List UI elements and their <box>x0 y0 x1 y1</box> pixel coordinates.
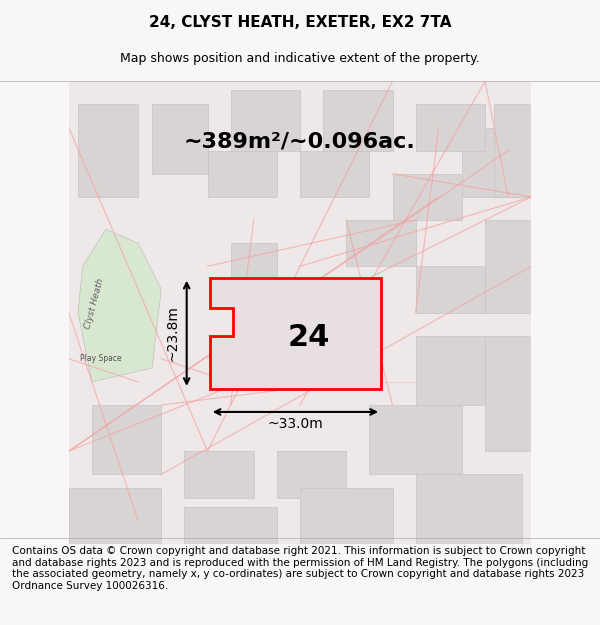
Polygon shape <box>78 229 161 382</box>
Polygon shape <box>416 266 485 312</box>
Polygon shape <box>370 405 462 474</box>
Polygon shape <box>230 243 277 289</box>
Polygon shape <box>184 451 254 498</box>
Text: ~23.8m: ~23.8m <box>166 306 180 361</box>
Text: Map shows position and indicative extent of the property.: Map shows position and indicative extent… <box>120 52 480 65</box>
Text: Clyst Heath: Clyst Heath <box>83 277 105 329</box>
Text: ~389m²/~0.096ac.: ~389m²/~0.096ac. <box>184 131 416 151</box>
Polygon shape <box>69 81 531 544</box>
Text: 24, CLYST HEATH, EXETER, EX2 7TA: 24, CLYST HEATH, EXETER, EX2 7TA <box>149 15 451 30</box>
Polygon shape <box>485 336 531 451</box>
Polygon shape <box>69 488 161 544</box>
Polygon shape <box>152 104 208 174</box>
Polygon shape <box>210 278 381 389</box>
Polygon shape <box>92 405 161 474</box>
Polygon shape <box>416 474 522 544</box>
Polygon shape <box>392 174 462 220</box>
Polygon shape <box>230 91 300 151</box>
Polygon shape <box>416 336 485 405</box>
Text: ~33.0m: ~33.0m <box>268 416 323 431</box>
Polygon shape <box>277 451 346 498</box>
Text: Contains OS data © Crown copyright and database right 2021. This information is : Contains OS data © Crown copyright and d… <box>12 546 588 591</box>
Text: Play Space: Play Space <box>80 354 122 363</box>
Polygon shape <box>416 104 485 151</box>
Polygon shape <box>494 104 531 197</box>
Polygon shape <box>78 104 138 197</box>
Polygon shape <box>300 488 392 544</box>
Polygon shape <box>323 91 392 151</box>
Polygon shape <box>184 507 277 544</box>
Polygon shape <box>300 151 370 197</box>
Polygon shape <box>346 220 416 266</box>
Polygon shape <box>485 220 531 312</box>
Polygon shape <box>208 151 277 197</box>
Polygon shape <box>462 127 522 197</box>
Text: 24: 24 <box>288 324 331 352</box>
